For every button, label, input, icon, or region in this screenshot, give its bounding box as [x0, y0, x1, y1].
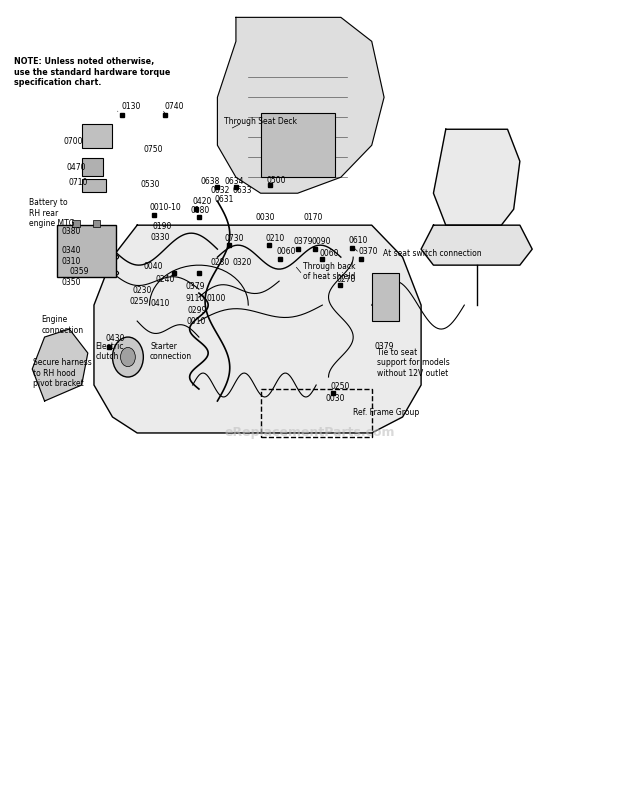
Bar: [260, 113, 335, 177]
Text: Tie to seat
support for models
without 12V outlet: Tie to seat support for models without 1…: [377, 348, 450, 378]
Text: 0500: 0500: [267, 176, 286, 185]
Text: 0210: 0210: [265, 234, 285, 243]
Text: 0350: 0350: [61, 278, 81, 287]
Text: 0130: 0130: [122, 103, 141, 111]
Text: Through Seat Deck: Through Seat Deck: [224, 117, 296, 126]
Text: 0299: 0299: [188, 306, 207, 315]
Polygon shape: [421, 225, 532, 265]
Bar: [260, 389, 372, 437]
Text: 0230: 0230: [133, 286, 153, 295]
Text: 0320: 0320: [233, 258, 252, 267]
Bar: [82, 158, 104, 176]
Text: 0631: 0631: [215, 195, 234, 204]
Text: 0280: 0280: [210, 258, 229, 267]
Text: 0100: 0100: [207, 294, 226, 303]
Text: Engine
connection: Engine connection: [42, 315, 84, 334]
Polygon shape: [94, 225, 421, 433]
Text: 0750: 0750: [143, 144, 163, 154]
Circle shape: [112, 337, 143, 377]
Text: 0030: 0030: [326, 394, 345, 403]
Text: 0379: 0379: [185, 282, 205, 291]
Bar: [372, 273, 399, 321]
Text: 0270: 0270: [337, 275, 356, 284]
Text: 0633: 0633: [233, 186, 252, 196]
Text: 0330: 0330: [151, 233, 170, 241]
Text: 0359: 0359: [69, 267, 89, 276]
Text: 0370: 0370: [358, 247, 378, 256]
Text: 0180: 0180: [191, 206, 210, 215]
Text: Battery to
RH rear
engine MTG: Battery to RH rear engine MTG: [29, 198, 75, 228]
Text: 0410: 0410: [150, 299, 169, 308]
Bar: [82, 179, 106, 192]
Text: 9110: 9110: [185, 294, 205, 303]
Text: 0530: 0530: [140, 180, 160, 189]
Text: 0030: 0030: [255, 213, 275, 221]
Text: Electric
clutch: Electric clutch: [95, 342, 123, 361]
Bar: [82, 124, 112, 148]
Polygon shape: [32, 329, 88, 401]
Text: 0710: 0710: [68, 178, 87, 188]
Text: 0240: 0240: [156, 275, 175, 284]
Bar: [57, 225, 115, 277]
Text: 0340: 0340: [61, 246, 81, 255]
Text: 0190: 0190: [153, 222, 172, 231]
Text: 0010: 0010: [187, 317, 206, 326]
Circle shape: [120, 347, 135, 367]
Text: 0090: 0090: [311, 237, 330, 246]
Text: eReplacementParts.com: eReplacementParts.com: [224, 427, 396, 439]
Text: Through back
of heat shield: Through back of heat shield: [303, 261, 355, 282]
Bar: [73, 221, 80, 227]
Text: NOTE: Unless noted otherwise,
use the standard hardware torque
specification cha: NOTE: Unless noted otherwise, use the st…: [14, 57, 170, 87]
Text: 0060: 0060: [277, 247, 296, 256]
Text: Ref. Frame Group: Ref. Frame Group: [353, 408, 420, 418]
Text: 0259: 0259: [129, 297, 149, 306]
Text: At seat switch connection: At seat switch connection: [383, 249, 482, 257]
Text: 0632: 0632: [210, 186, 229, 196]
Text: Secure harness
to RH hood
pivot bracket: Secure harness to RH hood pivot bracket: [33, 358, 92, 388]
Text: 0700: 0700: [63, 137, 82, 146]
Bar: [93, 221, 100, 227]
Text: 0634: 0634: [225, 176, 244, 186]
Text: 0430: 0430: [105, 334, 125, 343]
Text: 0420: 0420: [193, 196, 212, 205]
Text: 0379: 0379: [294, 237, 314, 246]
Text: 0610: 0610: [348, 236, 368, 245]
Text: 0740: 0740: [165, 103, 185, 111]
Text: 0380: 0380: [61, 227, 81, 236]
Text: Starter
connection: Starter connection: [150, 342, 192, 361]
Text: 0310: 0310: [61, 257, 81, 265]
Text: 0040: 0040: [144, 262, 164, 271]
Polygon shape: [433, 129, 520, 225]
Text: 0250: 0250: [330, 382, 350, 391]
Text: 0379: 0379: [375, 342, 394, 351]
Text: 0060: 0060: [319, 249, 339, 257]
Text: 0170: 0170: [304, 213, 323, 222]
Text: 0010-10: 0010-10: [149, 203, 181, 212]
Text: 0730: 0730: [225, 234, 244, 243]
Text: 0470: 0470: [66, 163, 86, 172]
Text: 0638: 0638: [200, 176, 219, 186]
Polygon shape: [218, 18, 384, 193]
